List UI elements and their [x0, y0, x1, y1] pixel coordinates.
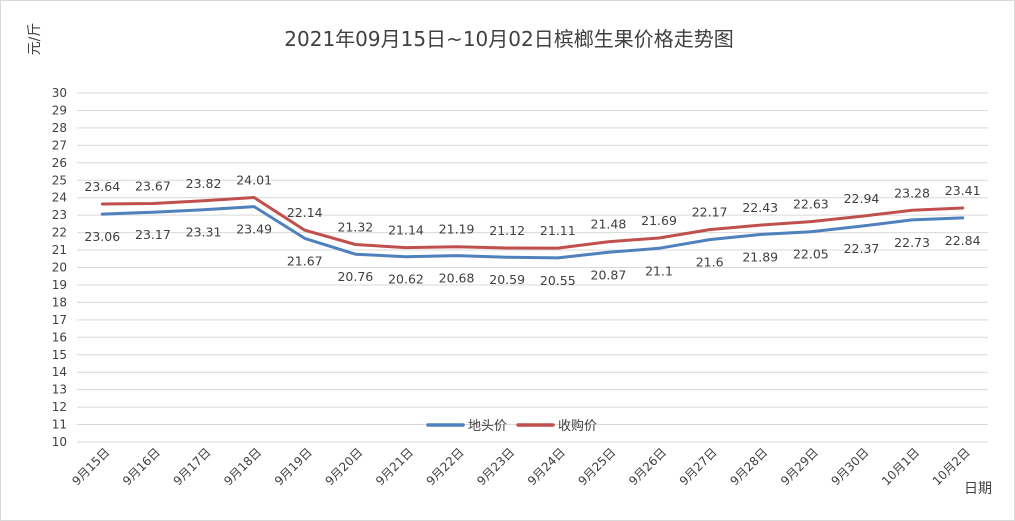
x-tick-label: 9月18日: [221, 445, 264, 488]
data-label: 21.14: [388, 223, 424, 238]
data-label: 21.1: [645, 263, 673, 278]
data-label: 23.31: [186, 225, 222, 240]
y-tick-label: 26: [52, 156, 67, 170]
x-tick-label: 9月30日: [829, 445, 872, 488]
data-label: 21.32: [337, 219, 373, 234]
y-tick-label: 14: [52, 365, 67, 379]
x-tick-label: 9月21日: [373, 445, 416, 488]
x-tick-label: 9月19日: [272, 445, 315, 488]
y-tick-label: 21: [52, 243, 67, 257]
gridlines: [77, 92, 988, 443]
data-label: 21.89: [742, 250, 778, 265]
data-label: 22.84: [945, 233, 981, 248]
data-label: 22.94: [844, 191, 880, 206]
y-tick-label: 17: [52, 313, 67, 327]
data-label: 22.05: [793, 247, 829, 262]
legend-item-1[interactable]: 收购价: [516, 418, 597, 434]
legend-label: 收购价: [558, 418, 597, 434]
data-label: 22.14: [287, 205, 323, 220]
y-tick-label: 25: [52, 173, 67, 187]
data-label: 22.43: [742, 200, 778, 215]
legend-label: 地头价: [468, 419, 507, 434]
data-label: 20.87: [591, 267, 627, 282]
x-tick-label: 9月22日: [424, 445, 467, 488]
data-label: 22.17: [692, 205, 728, 220]
x-tick-label: 9月25日: [575, 445, 618, 488]
data-label: 23.06: [84, 229, 120, 244]
y-tick-label: 27: [52, 138, 67, 152]
data-label: 23.49: [236, 222, 272, 237]
y-tick-label: 28: [52, 121, 67, 135]
data-label: 20.55: [540, 273, 576, 288]
series-line-0: [100, 205, 965, 260]
x-tick-label: 9月27日: [677, 445, 720, 488]
data-label: 21.19: [439, 222, 475, 237]
series-lines: [100, 196, 965, 260]
y-tick-label: 22: [52, 226, 67, 240]
data-label: 21.48: [591, 217, 627, 232]
data-labels: 23.06 23.17 23.31 23.49 21.67 20.76 20.62 20.68…: [84, 173, 980, 288]
data-label: 23.17: [135, 227, 171, 242]
y-tick-label: 20: [52, 261, 67, 275]
data-label: 21.6: [696, 255, 724, 270]
data-label: 23.82: [186, 176, 222, 191]
legend[interactable]: 地头价 收购价: [426, 418, 597, 434]
data-label: 20.76: [337, 269, 373, 284]
y-tick-label: 23: [52, 208, 67, 222]
data-label: 20.59: [489, 272, 525, 287]
y-axis-title: 元/斤: [27, 23, 43, 56]
x-tick-label: 10月1日: [879, 445, 922, 488]
y-tick-label: 18: [52, 295, 67, 309]
data-label: 21.12: [489, 223, 525, 238]
data-label: 24.01: [236, 173, 272, 188]
data-label: 21.69: [641, 213, 677, 228]
x-tick-label: 9月16日: [120, 445, 163, 488]
x-axis-title: 日期: [964, 481, 992, 497]
data-label: 23.28: [894, 185, 930, 200]
legend-item-0[interactable]: 地头价: [426, 419, 507, 434]
x-tick-label: 9月17日: [171, 445, 214, 488]
x-tick-label: 9月28日: [727, 445, 770, 488]
x-axis-ticks: 9月15日 9月16日 9月17日 9月18日 9月19日 9月20日 9月21日 9月22日…: [69, 445, 972, 488]
x-tick-label: 9月15日: [69, 445, 112, 488]
y-tick-label: 29: [52, 103, 67, 117]
y-tick-label: 12: [52, 400, 67, 414]
y-tick-label: 15: [52, 348, 67, 362]
x-tick-label: 9月26日: [626, 445, 669, 488]
y-tick-label: 13: [52, 383, 67, 397]
y-tick-label: 16: [52, 330, 67, 344]
data-label: 23.67: [135, 178, 171, 193]
x-tick-label: 9月23日: [474, 445, 517, 488]
data-label: 22.73: [894, 235, 930, 250]
data-label: 23.41: [945, 183, 981, 198]
data-label: 20.68: [439, 271, 475, 286]
x-tick-label: 9月24日: [525, 445, 568, 488]
data-label: 22.37: [844, 241, 880, 256]
y-tick-label: 24: [52, 191, 67, 205]
y-tick-label: 11: [52, 418, 67, 432]
data-label: 23.64: [84, 179, 120, 194]
x-tick-label: 9月20日: [322, 445, 365, 488]
chart-title: 2021年09月15日~10月02日槟榔生果价格走势图: [284, 27, 733, 51]
y-tick-label: 10: [52, 435, 67, 449]
data-label: 21.11: [540, 223, 576, 238]
data-label: 22.63: [793, 197, 829, 212]
y-tick-label: 30: [52, 86, 67, 100]
y-axis-ticks: 10 11 12 13 14 15 16 17 18 19 20 21 22 23 24 25 26 27 28 29…: [52, 86, 67, 449]
data-label: 20.62: [388, 272, 424, 287]
y-tick-label: 19: [52, 278, 67, 292]
data-label: 21.67: [287, 253, 323, 268]
x-tick-label: 9月29日: [778, 445, 821, 488]
series-line-1: [100, 196, 965, 250]
